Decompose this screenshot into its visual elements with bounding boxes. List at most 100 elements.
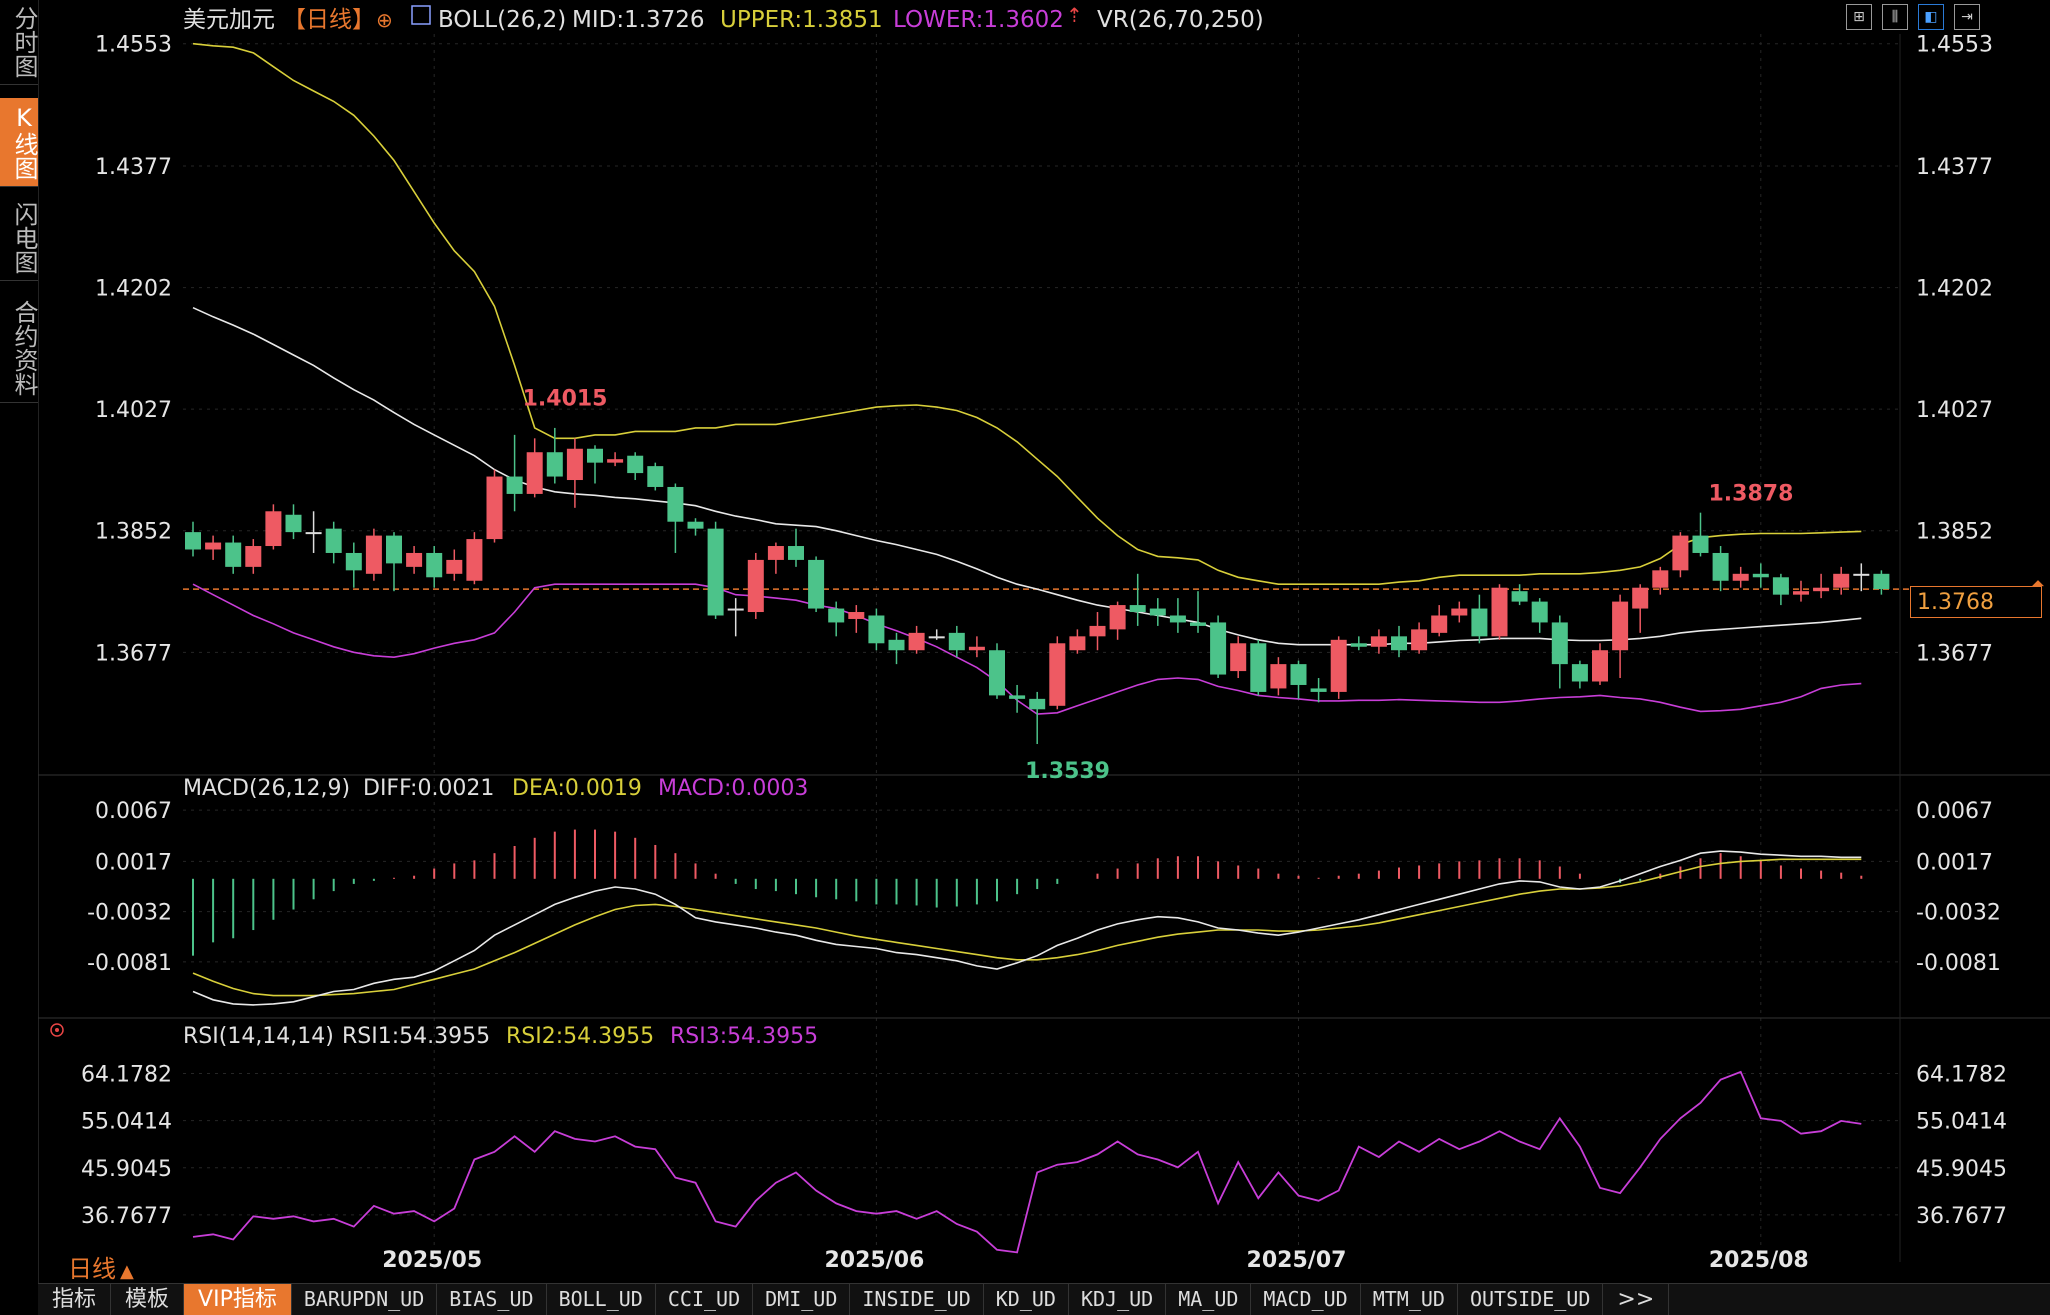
indicator-tab-2[interactable]: VIP指标 [184, 1284, 292, 1315]
boll-label: BOLL(26,2) [438, 7, 566, 33]
indicator-tab-8[interactable]: INSIDE_UD [850, 1284, 984, 1315]
candle-body [928, 636, 945, 639]
month-tick: 2025/06 [824, 1248, 924, 1273]
crosshair-icon[interactable]: ⊞ [1846, 4, 1872, 30]
macd-value-label: MACD:0.0003 [658, 776, 808, 801]
candle-body [446, 559, 463, 574]
record-icon[interactable] [50, 1023, 64, 1037]
macd-tick-left: -0.0081 [87, 951, 172, 976]
settings-icon[interactable]: ⊕ [376, 8, 393, 32]
candle-body [1712, 552, 1729, 581]
boll-upper-label: UPPER:1.3851 [720, 7, 883, 33]
indicator-tab-7[interactable]: DMI_UD [753, 1284, 851, 1315]
symbol-title: 美元加元 [183, 7, 275, 33]
tab-1[interactable]: K线图 [0, 98, 38, 187]
price-tick-left: 1.4553 [95, 33, 172, 58]
boll-lower-label: LOWER:1.3602 [893, 7, 1064, 33]
month-tick: 2025/08 [1709, 1248, 1809, 1273]
candle-body [546, 452, 563, 477]
rsi-title: RSI(14,14,14) [183, 1024, 334, 1049]
indicator-tab-1[interactable]: 模板 [111, 1284, 185, 1315]
candle-body [1069, 636, 1086, 651]
candle-body [1330, 639, 1347, 692]
indicator-tab-13[interactable]: MTM_UD [1361, 1284, 1458, 1315]
candle-body [185, 532, 201, 550]
candle-body [506, 476, 523, 494]
candle-body [948, 632, 965, 651]
candle-body [1592, 650, 1608, 682]
rsi-tick-right: 45.9045 [1916, 1157, 2007, 1182]
candle-body [1270, 664, 1287, 689]
axes: 1.4553 1.4553 1.4377 1.4377 1.4202 1.4202 1.40… [81, 33, 2007, 1273]
candle-body [1752, 573, 1769, 578]
high-annotation: 1.3878 [1709, 482, 1794, 507]
indicator-tab-9[interactable]: KD_UD [984, 1284, 1069, 1315]
candle-body [607, 459, 624, 463]
kline-chart[interactable]: 1.4553 1.4553 1.4377 1.4377 1.4202 1.4202 1.40… [0, 0, 2050, 1283]
indicator-tab-15[interactable]: >> [1603, 1284, 1670, 1315]
candle-body [1250, 643, 1267, 692]
candle-body [968, 646, 985, 651]
price-tick-left: 1.4202 [95, 277, 172, 302]
boll-upper-line [192, 42, 1862, 585]
price-tick-left: 1.4027 [95, 398, 172, 423]
indicator-tab-3[interactable]: BARUPDN_UD [292, 1284, 438, 1315]
rsi-tick-left: 36.7677 [81, 1204, 172, 1229]
candle-body [1109, 605, 1126, 630]
candle-body [667, 486, 684, 522]
indicator-tab-14[interactable]: OUTSIDE_UD [1458, 1284, 1604, 1315]
indicator-tab-11[interactable]: MA_UD [1166, 1284, 1252, 1315]
candle-body [325, 528, 342, 553]
tab-2[interactable]: 闪电图 [0, 196, 38, 281]
candle-body [1230, 643, 1247, 672]
rsi-line [192, 1070, 1862, 1254]
price-tick-left: 1.3852 [95, 520, 172, 545]
rsi-tick-right: 64.1782 [1916, 1063, 2007, 1088]
exit-fullscreen-icon[interactable]: ⇥ [1954, 4, 1980, 30]
candle-body [1853, 573, 1870, 576]
macd-dea-line [192, 858, 1862, 997]
indicator-tab-0[interactable]: 指标 [38, 1284, 112, 1315]
candle-body [386, 535, 402, 564]
candle-body [1551, 622, 1568, 665]
month-tick: 2025/05 [382, 1248, 482, 1273]
candle-body [285, 514, 302, 533]
indicator-bar: 指标 模板 VIP指标 BARUPDN_UD BIAS_UD BOLL_UD CCI_UD D… [38, 1283, 2050, 1315]
indicator-tab-5[interactable]: BOLL_UD [547, 1284, 656, 1315]
macd-title: MACD(26,12,9) [183, 776, 350, 801]
chart-style-icon[interactable]: ⫼ [1882, 4, 1908, 30]
current-price-marker [2032, 580, 2044, 587]
macd-tick-right: 0.0067 [1916, 799, 1993, 824]
tab-3[interactable]: 合约资料 [0, 294, 38, 403]
candle-body [848, 612, 865, 619]
macd-tick-right: -0.0032 [1916, 901, 2001, 926]
macd-panel [192, 829, 1863, 1006]
candle-body [345, 552, 362, 571]
left-rail: 分时图 K线图闪电图合约资料 [0, 0, 39, 1283]
candle-body [566, 448, 583, 481]
candle-body [1571, 664, 1588, 682]
price-tick-right: 1.3677 [1916, 641, 1993, 666]
indicator-tab-6[interactable]: CCI_UD [656, 1284, 754, 1315]
candle-body [526, 452, 543, 494]
period-selector[interactable]: 日线 ▲ [68, 1249, 134, 1284]
indicator-tab-10[interactable]: KDJ_UD [1069, 1284, 1167, 1315]
candle-body [1833, 573, 1850, 588]
macd-tick-right: -0.0081 [1916, 951, 2001, 976]
candle-body [1029, 698, 1046, 710]
indicator-tab-12[interactable]: MACD_UD [1251, 1284, 1361, 1315]
rsi3-label: RSI3:54.3955 [670, 1024, 818, 1049]
indicator-icon[interactable]: ◧ [1918, 4, 1944, 30]
candle-body [587, 448, 603, 463]
tab-0[interactable]: 分时图 [0, 0, 38, 85]
candle-body [1391, 636, 1407, 651]
price-tick-right: 1.4027 [1916, 398, 1993, 423]
indicator-tab-4[interactable]: BIAS_UD [437, 1284, 547, 1315]
macd-tick-left: 0.0067 [95, 799, 172, 824]
candle-body [1431, 615, 1448, 633]
price-tick-left: 1.4377 [95, 155, 172, 180]
candle-body [808, 559, 825, 609]
candle-body [888, 639, 905, 651]
boll-icon [411, 5, 431, 25]
period-selector-label: 日线 [68, 1255, 116, 1283]
